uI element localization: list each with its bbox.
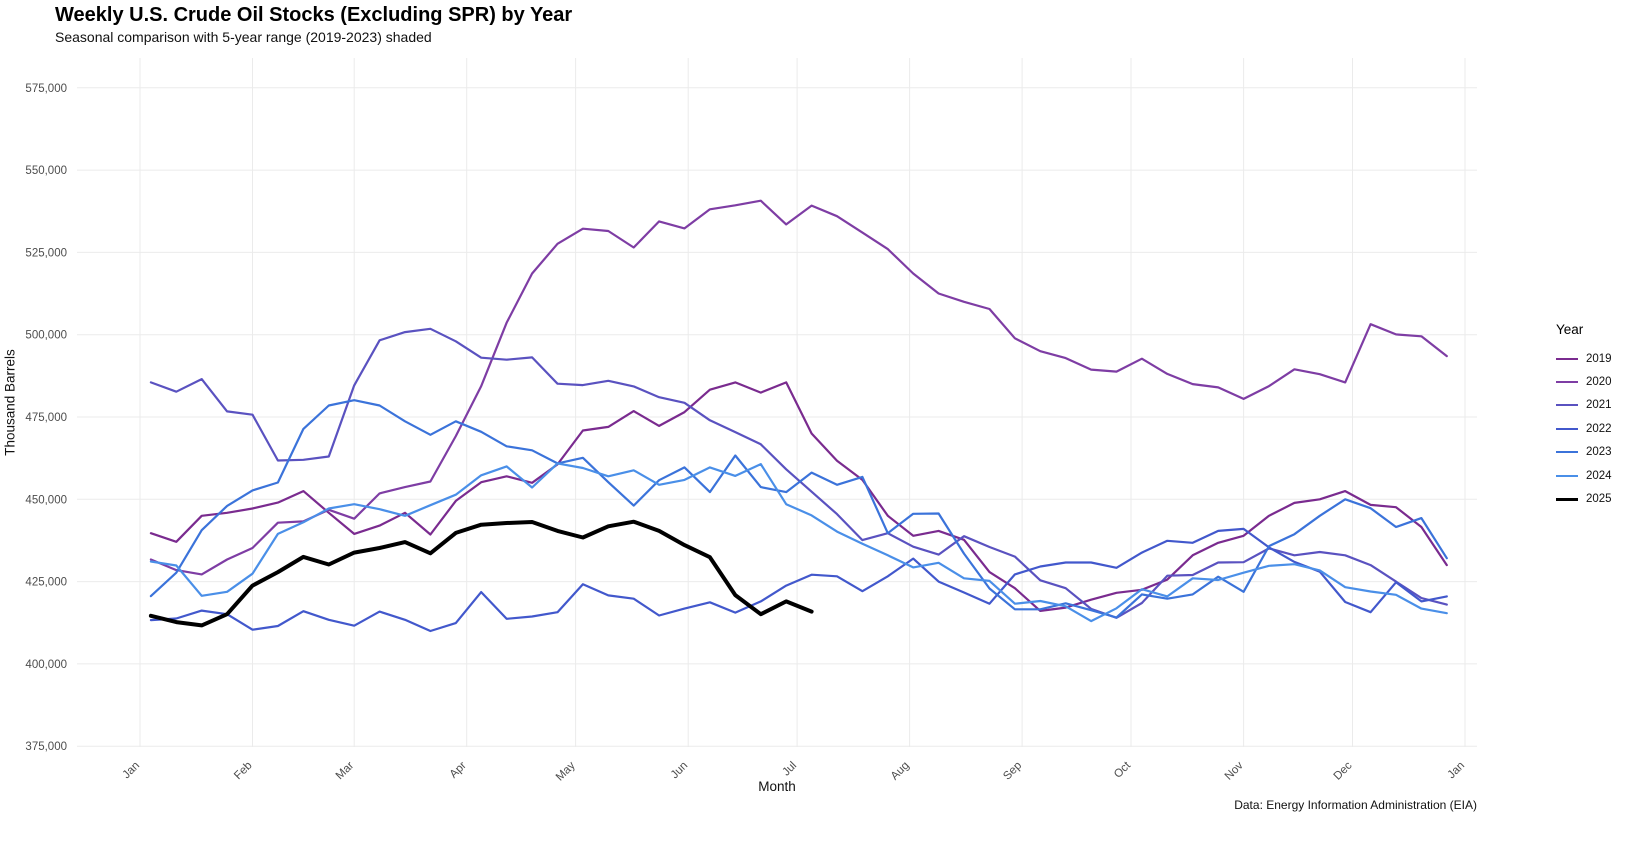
legend-key-2024-line bbox=[1556, 474, 1578, 477]
y-tick-label: 475,000 bbox=[25, 412, 67, 424]
chart-title: Weekly U.S. Crude Oil Stocks (Excluding … bbox=[55, 4, 573, 26]
y-tick-label: 375,000 bbox=[25, 741, 67, 753]
legend-label: 2022 bbox=[1586, 422, 1612, 435]
series-line-2020 bbox=[149, 199, 1448, 576]
x-tick-label: Jan bbox=[1446, 760, 1468, 782]
y-tick-label: 550,000 bbox=[25, 165, 67, 177]
legend-entry-2023: 2023 bbox=[1556, 441, 1612, 464]
series-line-2023 bbox=[149, 399, 1448, 619]
series-line-2019 bbox=[149, 381, 1448, 613]
legend-entry-2021: 2021 bbox=[1556, 394, 1612, 417]
x-tick-label: Jan bbox=[121, 760, 143, 782]
x-tick-label: Jun bbox=[669, 760, 691, 782]
legend-label: 2021 bbox=[1586, 399, 1612, 412]
legend-entry-2025: 2025 bbox=[1556, 487, 1612, 510]
legend-key-2019-line bbox=[1556, 357, 1578, 360]
y-tick-label: 400,000 bbox=[25, 659, 67, 671]
x-axis-title: Month bbox=[758, 779, 796, 794]
legend-entry-2022: 2022 bbox=[1556, 417, 1612, 440]
legend-label: 2020 bbox=[1586, 376, 1612, 389]
x-tick-label: Oct bbox=[1112, 759, 1134, 781]
series-line-2024 bbox=[149, 462, 1448, 623]
legend-label: 2024 bbox=[1586, 469, 1612, 482]
y-tick-label: 425,000 bbox=[25, 577, 67, 589]
legend-key-2020-line bbox=[1556, 381, 1578, 384]
legend: Year 2019 2020 2021 2022 2023 2024 2025 bbox=[1556, 322, 1612, 511]
x-tick-label: Jul bbox=[780, 760, 799, 779]
series-line-2025 bbox=[148, 519, 814, 628]
series-line-2021 bbox=[149, 327, 1448, 619]
legend-label: 2025 bbox=[1586, 493, 1612, 506]
y-tick-label: 500,000 bbox=[25, 330, 67, 342]
legend-key-2022-line bbox=[1556, 427, 1578, 430]
y-axis-title: Thousand Barrels bbox=[2, 349, 18, 456]
chart-subtitle: Seasonal comparison with 5-year range (2… bbox=[55, 29, 432, 45]
series-line-2022 bbox=[149, 527, 1448, 633]
y-tick-label: 525,000 bbox=[25, 247, 67, 259]
x-tick-label: Apr bbox=[448, 760, 469, 781]
gridlines bbox=[77, 58, 1477, 747]
legend-title: Year bbox=[1556, 322, 1584, 337]
y-tick-label: 450,000 bbox=[25, 494, 67, 506]
legend-entry-2024: 2024 bbox=[1556, 464, 1612, 487]
legend-key-2025-line bbox=[1556, 497, 1578, 501]
data-source-caption: Data: Energy Information Administration … bbox=[1234, 798, 1477, 812]
legend-entry-2020: 2020 bbox=[1556, 370, 1612, 393]
legend-entry-2019: 2019 bbox=[1556, 347, 1612, 370]
legend-key-2023-line bbox=[1556, 451, 1578, 454]
legend-label: 2019 bbox=[1586, 352, 1612, 365]
y-tick-label: 575,000 bbox=[25, 83, 67, 95]
legend-key-2021-line bbox=[1556, 404, 1578, 407]
legend-label: 2023 bbox=[1586, 446, 1612, 459]
